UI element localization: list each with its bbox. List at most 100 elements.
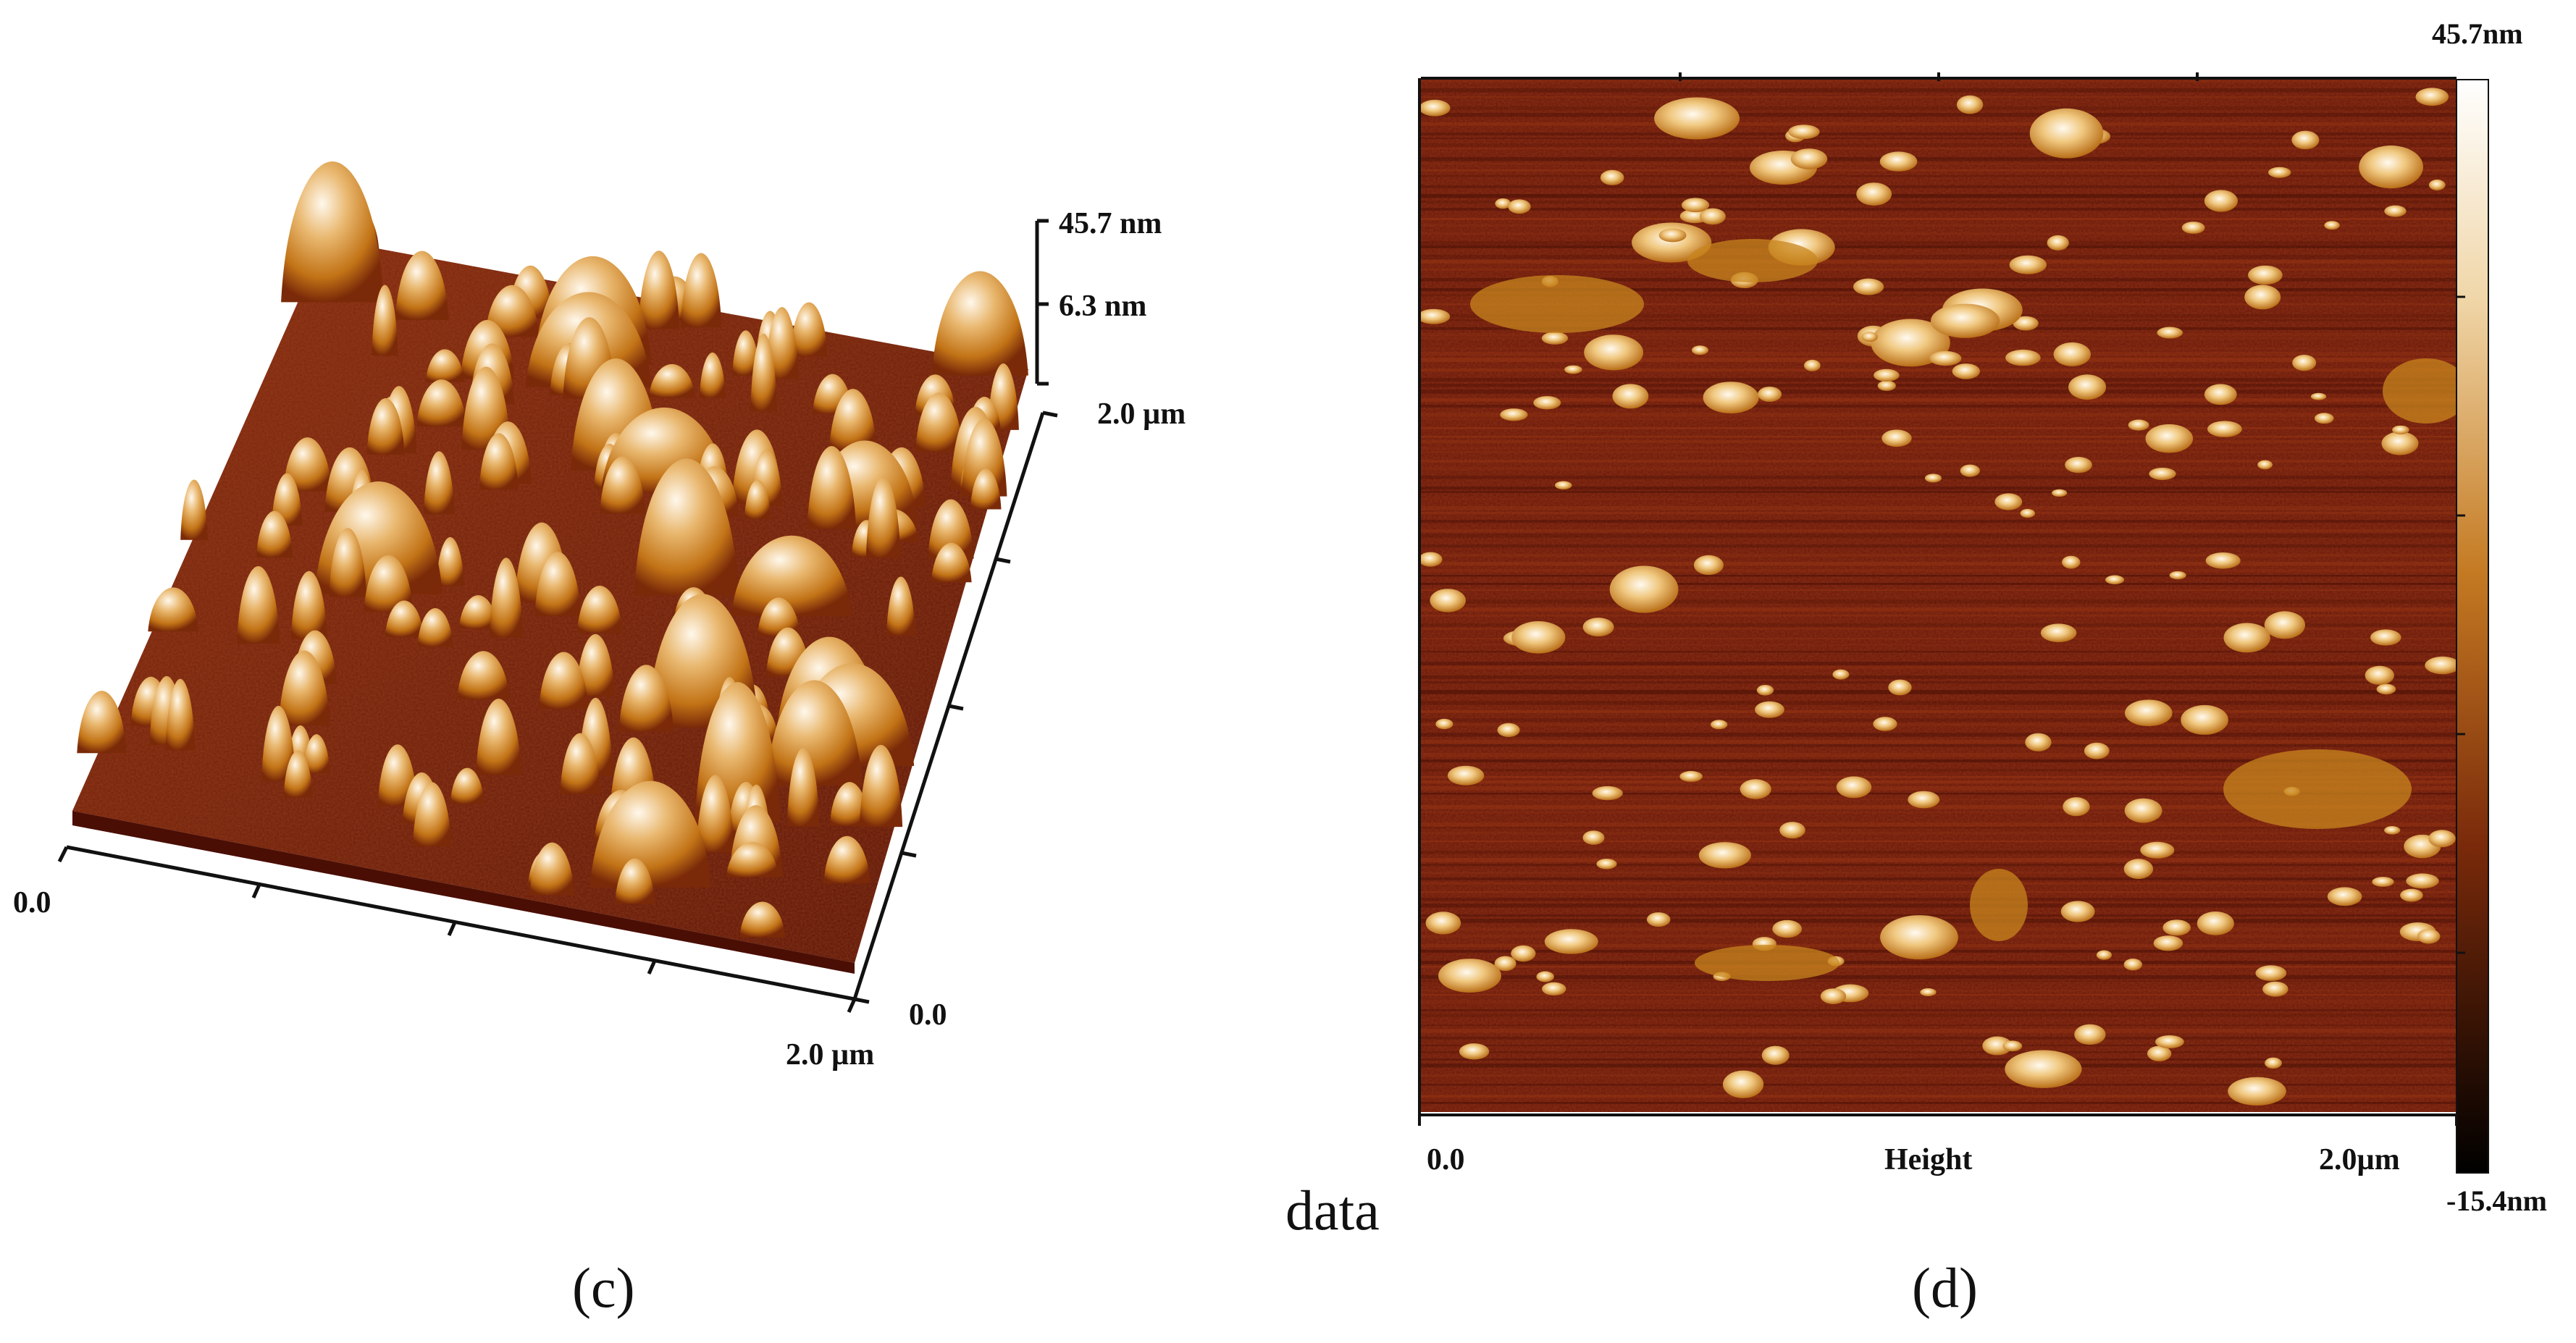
surface-peak: [450, 767, 484, 804]
scan-line: [1421, 891, 2457, 893]
surface-peak: [915, 392, 963, 452]
scan-line: [1421, 1000, 2457, 1004]
particle: [2123, 859, 2154, 880]
particle: [1879, 151, 1918, 172]
particle: [2359, 146, 2424, 189]
surface-peak: [372, 285, 398, 356]
particle: [2265, 1057, 2282, 1069]
particle: [2384, 205, 2407, 217]
scan-line: [1421, 718, 2457, 723]
particle: [2415, 88, 2449, 106]
surface-peak: [479, 433, 519, 490]
surface-peak: [576, 586, 623, 633]
scan-line: [1421, 554, 2457, 557]
surface-peak: [148, 587, 199, 632]
particle: [1654, 97, 1740, 140]
surface-peak: [412, 782, 452, 847]
scan-line: [1421, 96, 2457, 98]
particle: [2417, 929, 2441, 944]
scan-line: [1421, 651, 2457, 653]
particle: [1592, 786, 1623, 801]
scan-line: [1421, 898, 2457, 901]
scan-line: [1421, 776, 2457, 778]
particle: [2381, 431, 2419, 455]
scan-line: [1421, 980, 2457, 982]
particle: [2257, 460, 2273, 470]
scan-line: [1421, 194, 2457, 198]
particle: [2315, 413, 2334, 424]
particle: [1856, 182, 1892, 206]
scan-line: [1421, 255, 2457, 259]
particle: [1421, 99, 1451, 117]
scan-line: [1421, 599, 2457, 604]
scan-line: [1421, 1037, 2457, 1040]
particle: [2376, 683, 2396, 695]
particle: [2025, 733, 2052, 752]
surface-peak: [823, 835, 870, 884]
surface-peak: [377, 744, 418, 807]
scan-line: [1421, 398, 2457, 402]
scan-line: [1421, 1064, 2457, 1068]
channel-label: Height: [1884, 1143, 1972, 1176]
surface-peak: [757, 597, 800, 636]
particle: [2009, 255, 2047, 274]
surface-peak: [859, 744, 903, 828]
particle: [1582, 618, 1614, 637]
scan-line: [1421, 1095, 2457, 1098]
particle: [2370, 629, 2401, 646]
scan-line: [1421, 851, 2457, 854]
scan-line: [1421, 966, 2457, 968]
surface-peak: [290, 571, 327, 640]
scan-line: [1421, 1024, 2457, 1027]
scan-line: [1421, 780, 2457, 784]
surface-peak: [699, 352, 726, 398]
particle: [2155, 1035, 2184, 1048]
surface-peak: [576, 633, 615, 697]
particle: [2264, 611, 2305, 639]
particle: [2053, 342, 2091, 366]
particle: [2123, 959, 2142, 971]
scan-line: [1421, 877, 2457, 880]
scan-line: [1421, 701, 2457, 705]
particle: [2157, 327, 2183, 339]
scan-line: [1421, 88, 2457, 93]
surface-peak: [732, 330, 760, 376]
scan-line: [1421, 753, 2457, 757]
particle: [2324, 221, 2340, 230]
scan-line: [1421, 832, 2457, 835]
scan-line: [1421, 740, 2457, 744]
particle: [1692, 345, 1708, 355]
color-scale-bar: [2456, 79, 2489, 1174]
particle: [2327, 887, 2362, 906]
particle: [1459, 1043, 1490, 1060]
surface-peak: [731, 535, 852, 617]
particle: [2428, 180, 2446, 190]
particle: [1956, 95, 1984, 114]
scan-line: [1421, 615, 2457, 617]
surface-peak: [385, 600, 424, 637]
scan-line: [1421, 607, 2457, 612]
particle: [1853, 278, 1884, 295]
particle: [2084, 742, 2110, 759]
particle: [2096, 950, 2112, 960]
particle: [1874, 369, 1900, 382]
particle: [2384, 826, 2401, 835]
surface-peak: [618, 665, 674, 732]
particle: [2372, 877, 2394, 887]
particle: [2124, 798, 2162, 823]
scan-line: [1421, 132, 2457, 136]
particle: [1494, 956, 1516, 972]
particle: [1542, 982, 1566, 995]
scan-line: [1421, 1051, 2457, 1053]
scan-line: [1421, 662, 2457, 665]
panel-c-axes: [57, 219, 1058, 1014]
particle: [2181, 704, 2228, 735]
surface-peak: [726, 842, 779, 877]
particle: [2040, 623, 2077, 642]
scan-line: [1421, 562, 2457, 566]
particle: [1871, 319, 1950, 367]
surface-peak: [489, 557, 524, 638]
particle: [2002, 1040, 2023, 1052]
surface-peak: [283, 750, 313, 798]
particle: [1612, 384, 1649, 409]
